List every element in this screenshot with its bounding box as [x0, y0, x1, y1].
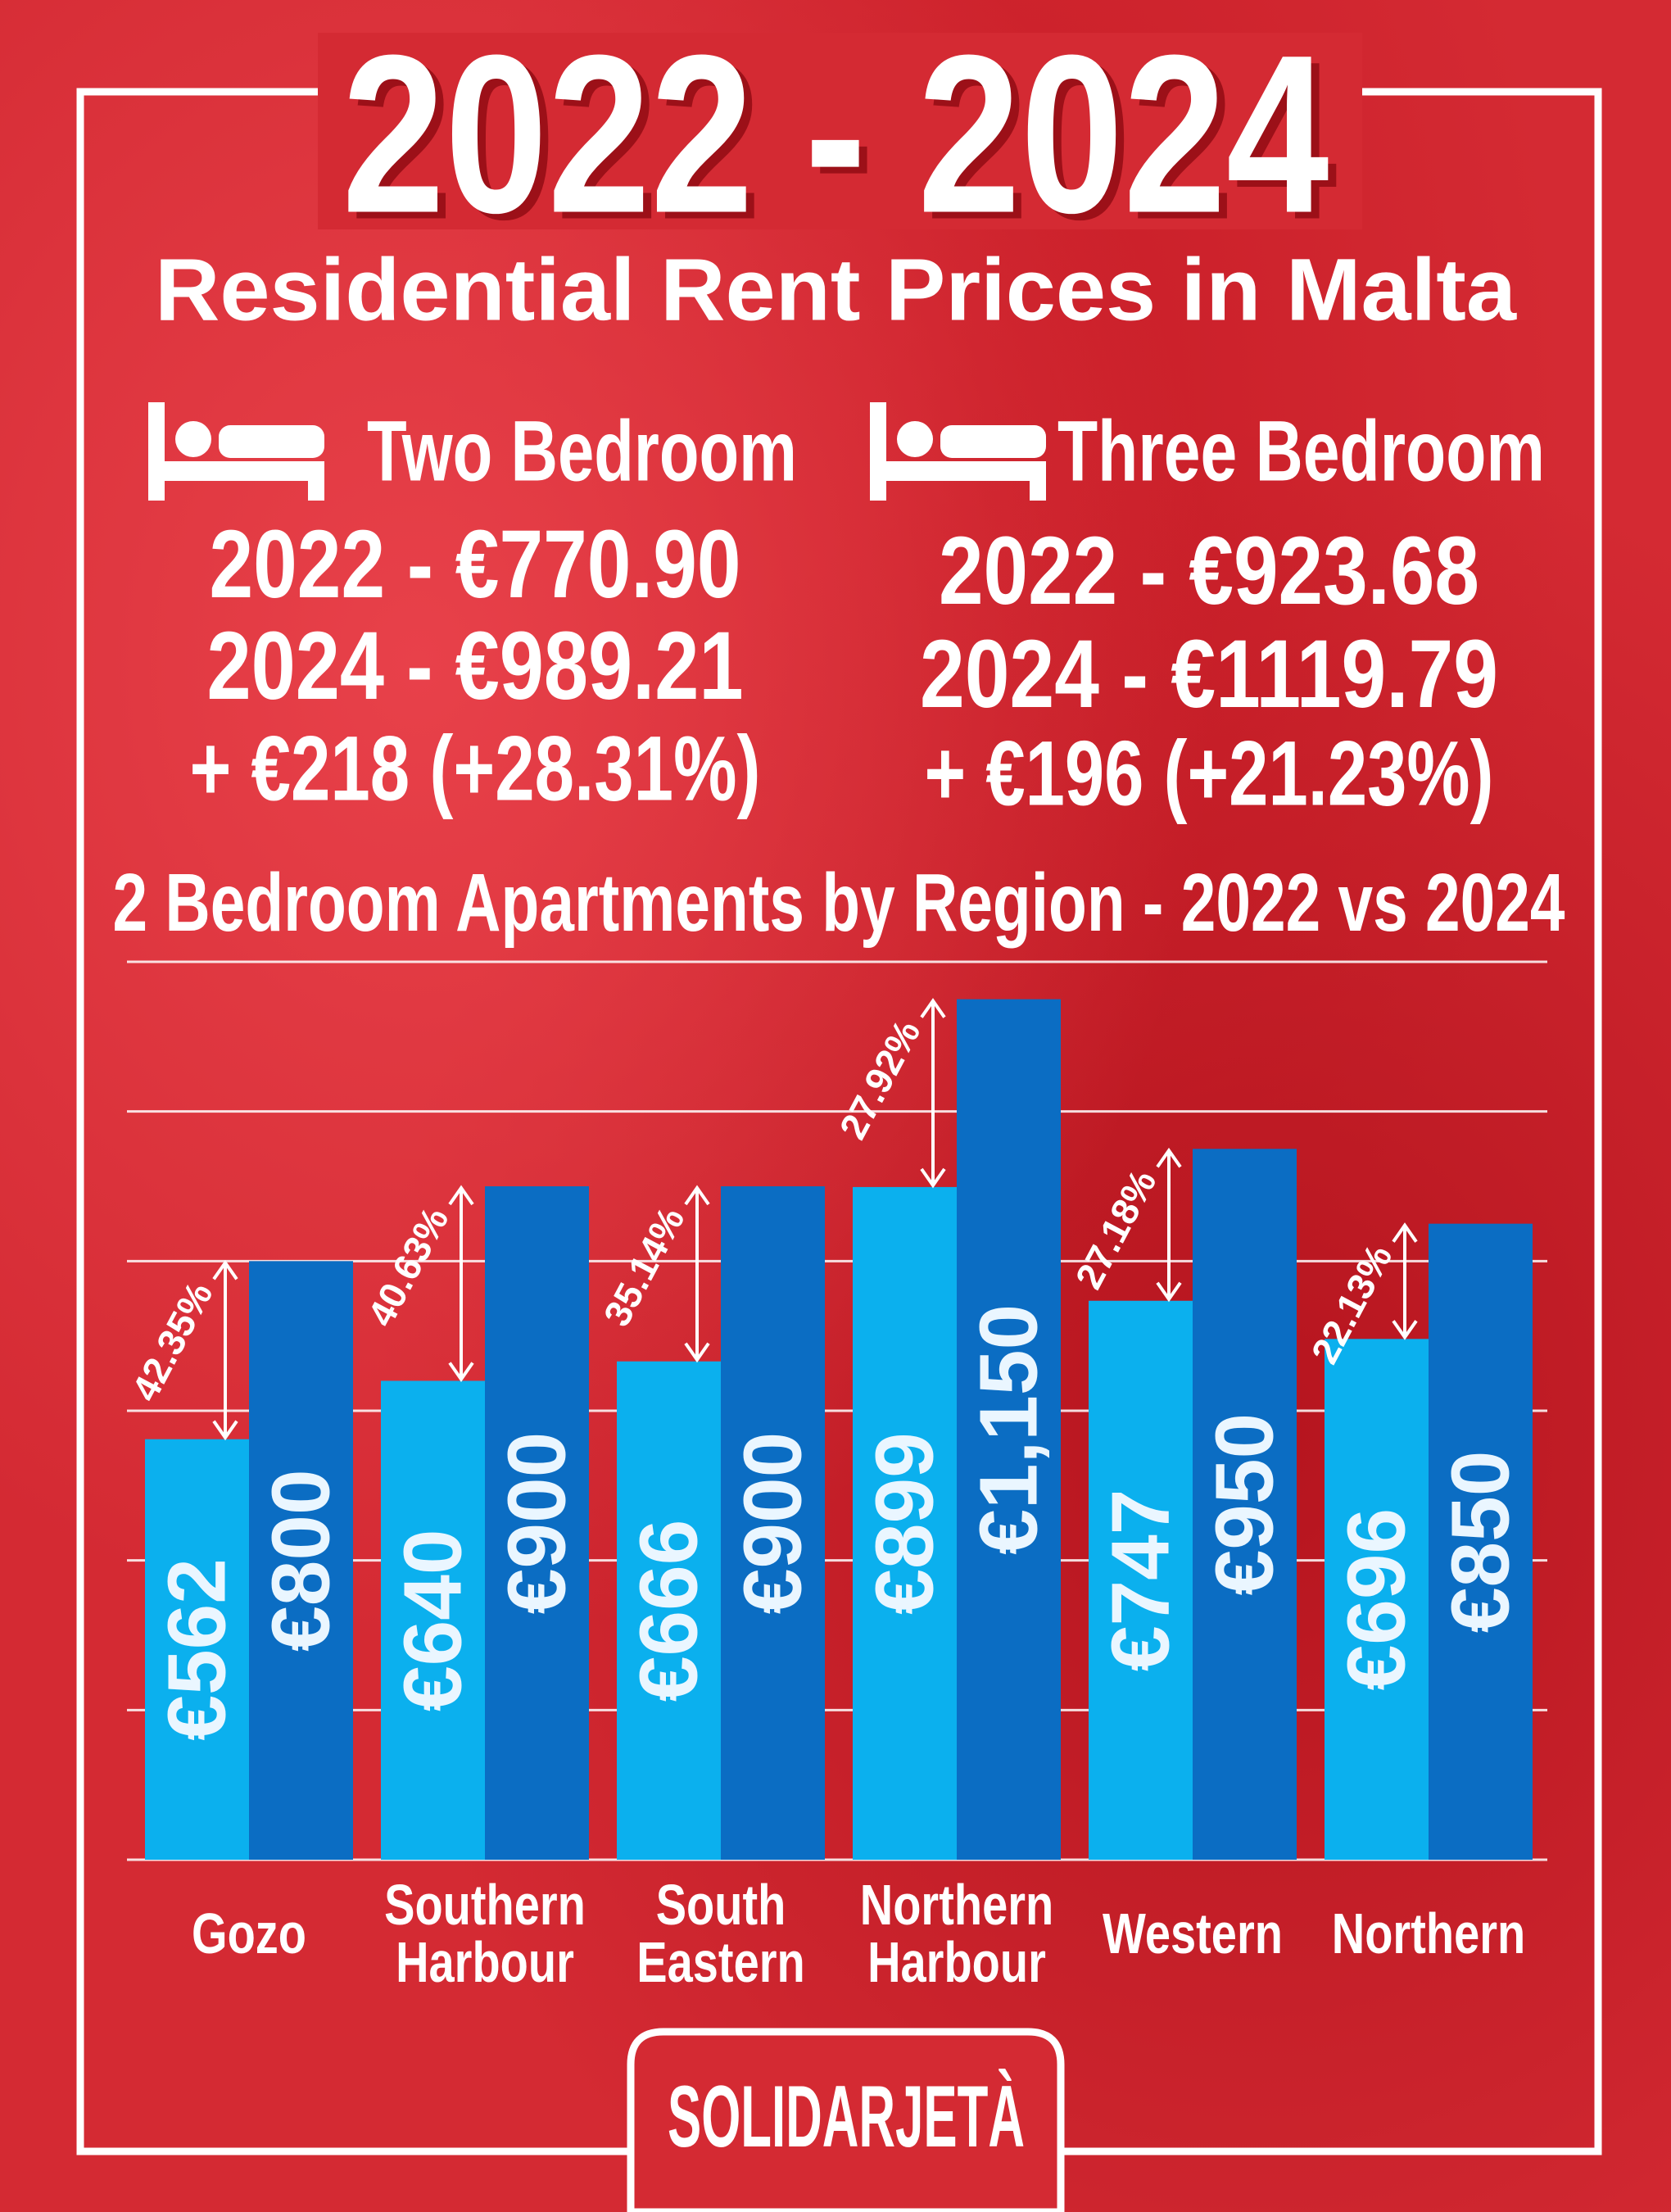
bar [1429, 1223, 1533, 1860]
arrow-head [920, 1167, 946, 1189]
value-label: €747 [1095, 1489, 1187, 1671]
value-label: €666 [623, 1520, 715, 1702]
value-label: €696 [1331, 1508, 1423, 1690]
change-label: 27.92% [831, 1013, 928, 1146]
card-line: + €196 (+21.23%) [925, 723, 1494, 825]
bar [1325, 1339, 1429, 1860]
change-label: 35.14% [595, 1200, 692, 1333]
arrow-head [212, 1420, 238, 1441]
arrow-head [1156, 1281, 1182, 1303]
value-label: €850 [1435, 1451, 1527, 1633]
arrow-head [448, 1362, 474, 1382]
x-tick-label: Western [1103, 1902, 1283, 1965]
x-tick-label: South Eastern [636, 1873, 805, 1994]
arrow-head [920, 998, 946, 1018]
bar [853, 1186, 957, 1860]
value-label: €900 [491, 1432, 583, 1614]
card-line: 2022 - €770.90 [210, 510, 741, 619]
value-label: €562 [152, 1558, 243, 1740]
title-shadow: 2022 - 2024 [351, 16, 1338, 267]
card-line: 2022 - €923.68 [939, 517, 1479, 625]
arrow-head [684, 1185, 710, 1206]
card-line: + €218 (+28.31%) [190, 718, 761, 820]
arrow-head [1392, 1320, 1418, 1340]
x-tick-label: Northern [1331, 1902, 1526, 1965]
bar [485, 1186, 589, 1860]
bed-icon [148, 402, 324, 501]
change-label: 27.18% [1066, 1163, 1164, 1295]
bar [381, 1380, 485, 1860]
footer-tab [627, 2028, 1065, 2212]
change-label: 40.63% [359, 1200, 456, 1333]
arrow-head [1392, 1222, 1418, 1243]
title: 2022 - 2024 [342, 9, 1330, 261]
chart-title: 2 Bedroom Apartments by Region - 2022 vs… [113, 857, 1565, 949]
arrow-head [1156, 1147, 1182, 1168]
x-tick-label: Southern Harbour [384, 1873, 586, 1994]
bar [145, 1439, 249, 1860]
arrow-head [448, 1185, 474, 1206]
bar [1193, 1149, 1297, 1860]
card-line: 2024 - €989.21 [207, 612, 744, 720]
x-tick-label: Northern Harbour [859, 1873, 1054, 1994]
card-label: Three Bedroom [1057, 404, 1545, 500]
value-label: €899 [859, 1432, 951, 1614]
bar [957, 999, 1061, 1860]
bar [249, 1261, 353, 1860]
value-label: €950 [1199, 1413, 1291, 1595]
arrow-head [212, 1259, 238, 1281]
title-backdrop [318, 33, 1362, 229]
card-line: 2024 - €1119.79 [920, 620, 1498, 728]
x-tick-label: Gozo [192, 1902, 306, 1965]
arrow-head [684, 1342, 710, 1363]
bed-icon [870, 402, 1046, 501]
value-label: €800 [256, 1469, 347, 1651]
bar [1089, 1300, 1193, 1860]
value-label: €900 [727, 1432, 819, 1614]
change-label: 42.35% [123, 1275, 220, 1407]
value-label: €1,150 [963, 1304, 1055, 1555]
subtitle: Residential Rent Prices in Malta [155, 240, 1517, 339]
value-label: €640 [387, 1529, 479, 1711]
bar [721, 1186, 825, 1860]
brand: SOLIDARJETÀ [668, 2067, 1025, 2165]
bar [617, 1361, 721, 1860]
card-label: Two Bedroom [367, 404, 797, 500]
